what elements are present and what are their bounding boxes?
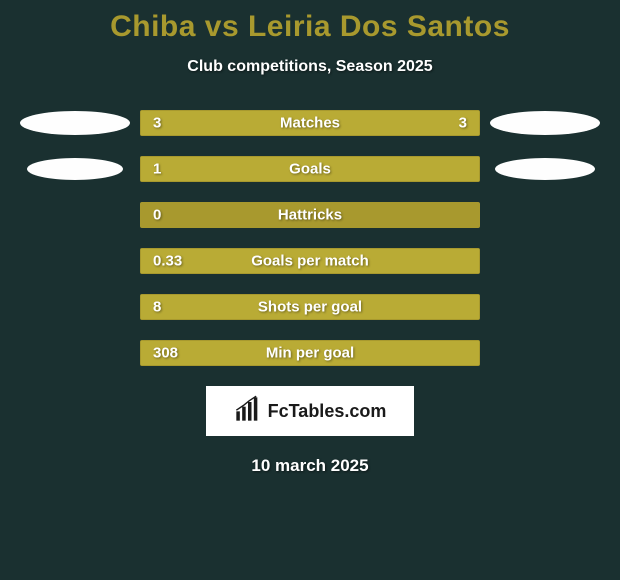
stats-rows-container: 3 Matches 3 1 Goals 0 Hattricks 0.33 Goals per m… [0, 110, 620, 366]
stat-row: 1 Goals [0, 156, 620, 182]
ellipse-icon [27, 158, 123, 180]
stat-row: 8 Shots per goal [0, 294, 620, 320]
stat-value-left: 308 [153, 345, 178, 362]
stat-bar-bg: 0.33 Goals per match [140, 248, 480, 274]
stat-row: 3 Matches 3 [0, 110, 620, 136]
right-side-slot [490, 111, 600, 135]
ellipse-icon [490, 111, 600, 135]
stat-row: 0 Hattricks [0, 202, 620, 228]
stat-name: Min per goal [266, 345, 354, 362]
stat-bar: 0.33 Goals per match [140, 248, 480, 274]
stat-value-left: 3 [153, 115, 161, 132]
stat-name: Matches [280, 115, 340, 132]
stat-name: Shots per goal [258, 299, 362, 316]
ellipse-icon [495, 158, 595, 180]
left-side-slot [20, 111, 130, 135]
stat-bar-bg: 8 Shots per goal [140, 294, 480, 320]
stat-value-left: 1 [153, 161, 161, 178]
stat-bar-bg: 0 Hattricks [140, 202, 480, 228]
page-title: Chiba vs Leiria Dos Santos [0, 10, 620, 44]
stat-name: Hattricks [278, 207, 342, 224]
stat-bar: 0 Hattricks [140, 202, 480, 228]
stat-bar-bg: 308 Min per goal [140, 340, 480, 366]
stat-bar: 3 Matches 3 [140, 110, 480, 136]
site-logo-box: FcTables.com [206, 386, 414, 436]
left-side-slot [20, 158, 130, 180]
stat-bar: 308 Min per goal [140, 340, 480, 366]
stat-name: Goals [289, 161, 331, 178]
logo-text: FcTables.com [268, 401, 387, 422]
subtitle: Club competitions, Season 2025 [0, 58, 620, 76]
stat-name: Goals per match [251, 253, 369, 270]
right-side-slot [490, 158, 600, 180]
stat-bar-bg: 3 Matches 3 [140, 110, 480, 136]
stat-row: 308 Min per goal [0, 340, 620, 366]
date-label: 10 march 2025 [0, 456, 620, 476]
stat-row: 0.33 Goals per match [0, 248, 620, 274]
stats-comparison-page: Chiba vs Leiria Dos Santos Club competit… [0, 0, 620, 580]
stat-value-left: 0 [153, 207, 161, 224]
stat-value-right: 3 [459, 115, 467, 132]
stat-value-left: 8 [153, 299, 161, 316]
stat-bar-bg: 1 Goals [140, 156, 480, 182]
bar-chart-icon [234, 395, 262, 428]
stat-bar: 8 Shots per goal [140, 294, 480, 320]
stat-bar: 1 Goals [140, 156, 480, 182]
ellipse-icon [20, 111, 130, 135]
stat-value-left: 0.33 [153, 253, 182, 270]
